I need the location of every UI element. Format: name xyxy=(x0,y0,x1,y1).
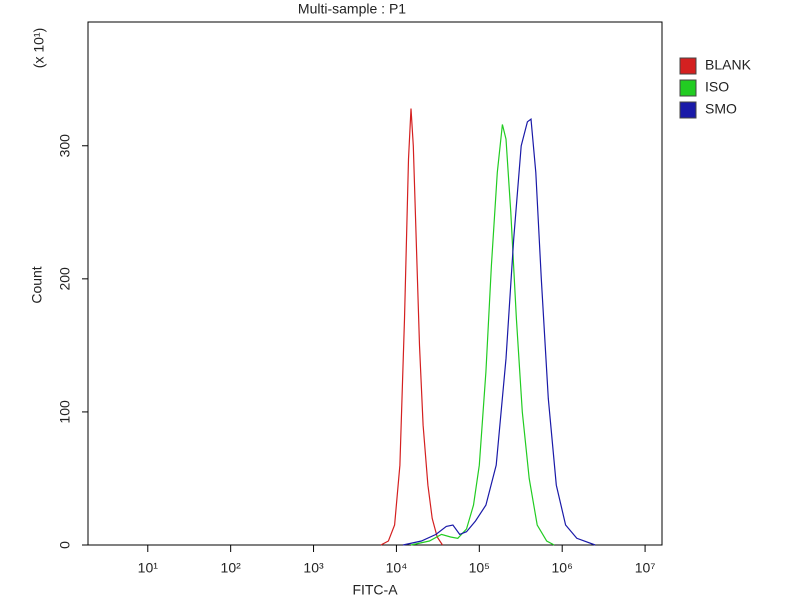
x-tick-label: 10⁷ xyxy=(635,560,656,576)
y-tick-label: 300 xyxy=(57,134,73,158)
plot-frame xyxy=(87,21,663,546)
y-tick-label: 200 xyxy=(57,267,73,291)
legend-label: ISO xyxy=(705,79,729,95)
x-axis-label: FITC-A xyxy=(352,582,398,598)
x-tick-label: 10¹ xyxy=(138,560,159,576)
legend-label: SMO xyxy=(705,101,737,117)
series-line xyxy=(380,108,444,546)
x-tick-label: 10³ xyxy=(303,560,324,576)
x-tick-label: 10⁵ xyxy=(469,560,490,576)
y-multiplier: (x 10¹) xyxy=(31,28,47,68)
x-tick-label: 10⁴ xyxy=(386,560,408,576)
y-axis-label: Count xyxy=(29,266,45,303)
chart-title: Multi-sample : P1 xyxy=(298,1,406,17)
y-tick-label: 100 xyxy=(57,400,73,424)
y-tick-label: 0 xyxy=(57,541,73,549)
legend-swatch xyxy=(679,57,697,75)
legend-swatch xyxy=(679,79,697,97)
legend-swatch xyxy=(679,101,697,119)
series-line xyxy=(402,117,596,546)
series-line xyxy=(410,124,555,546)
legend-label: BLANK xyxy=(705,57,752,73)
x-tick-label: 10⁶ xyxy=(552,560,573,576)
x-tick-label: 10² xyxy=(221,560,242,576)
